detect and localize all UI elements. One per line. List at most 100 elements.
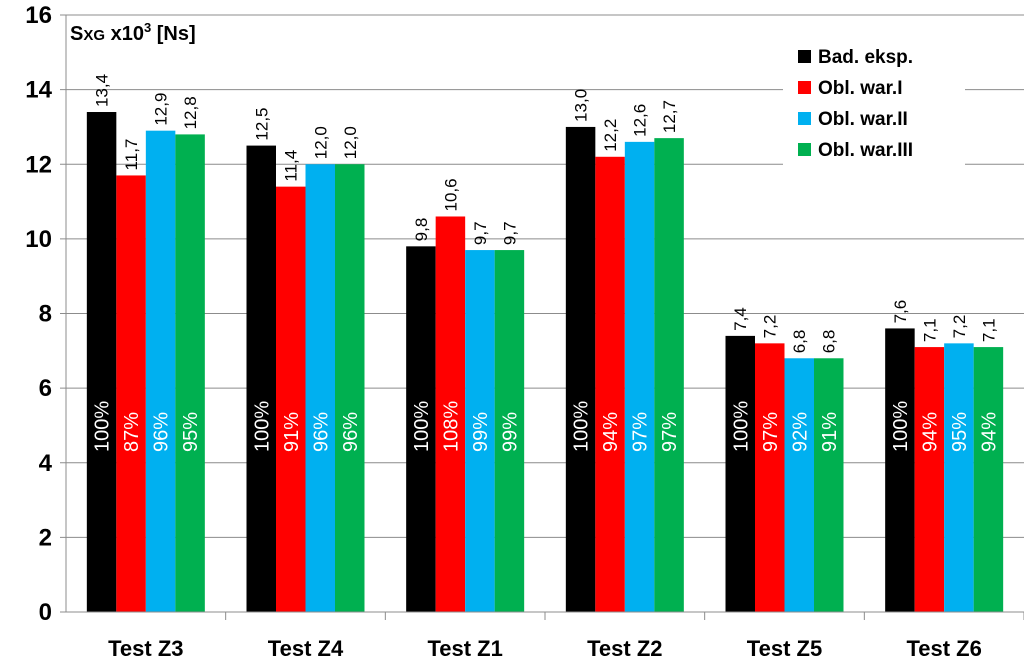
data-label: 9,7	[500, 221, 519, 245]
bar	[175, 134, 205, 612]
data-label: 12,0	[341, 126, 360, 159]
gridlines	[66, 14, 1024, 538]
y-tick-label: 8	[39, 301, 52, 328]
legend-swatch	[798, 50, 811, 63]
percent-label: 97%	[760, 412, 782, 452]
bars	[86, 112, 1004, 613]
data-label: 13,4	[93, 74, 112, 107]
x-category-label: Test Z1	[427, 636, 502, 661]
bar	[116, 175, 146, 612]
data-label: 12,7	[660, 100, 679, 133]
legend-swatch	[798, 112, 811, 125]
bar	[654, 138, 684, 612]
bar	[406, 246, 436, 612]
percent-label: 92%	[789, 412, 811, 452]
y-tick-label: 10	[25, 226, 52, 253]
data-label: 12,6	[631, 104, 650, 137]
labels: 13,4 100% 11,7 87% 12,9 96% 12,8 95% 12,5 100% 11,…	[92, 74, 1001, 452]
y-axis-label: SXG x103 [Ns]	[70, 20, 196, 45]
bar	[973, 347, 1004, 612]
bar	[276, 186, 306, 612]
percent-label: 87%	[121, 412, 143, 452]
data-label: 6,8	[820, 330, 839, 354]
bar	[145, 130, 176, 612]
data-label: 11,4	[282, 150, 301, 182]
data-label: 7,4	[731, 307, 750, 331]
data-label: 7,1	[979, 318, 998, 342]
bar	[335, 164, 365, 612]
percent-label: 91%	[281, 412, 303, 452]
bar	[914, 347, 945, 612]
y-tick-label: 4	[39, 450, 53, 477]
bar	[944, 343, 974, 612]
data-label: 12,8	[181, 96, 200, 129]
percent-label: 95%	[180, 412, 202, 452]
legend-entry: Obl. war.II	[818, 109, 908, 130]
y-tick-label: 14	[25, 77, 52, 104]
legend-entry: Obl. war.III	[818, 140, 913, 161]
y-axis-label-tail: [Ns]	[151, 23, 195, 45]
percent-label: 97%	[659, 412, 681, 452]
y-axis-label-unit: x10	[105, 23, 144, 45]
percent-label: 91%	[819, 412, 841, 452]
percent-label: 100%	[251, 401, 273, 452]
axes: 0 2 4 6 8 10 12 14 16 Test Z3 Test Z4 Test Z1 Test Z…	[25, 2, 1024, 661]
data-label: 11,7	[122, 139, 141, 171]
bar	[595, 156, 625, 612]
percent-label: 100%	[411, 401, 433, 452]
bar	[725, 335, 755, 612]
data-label: 7,2	[761, 315, 780, 339]
x-category-label: Test Z3	[108, 636, 183, 661]
percent-label: 100%	[92, 401, 114, 452]
bar	[814, 358, 844, 612]
data-label: 7,6	[891, 300, 910, 324]
y-axis-label-sup: 3	[144, 20, 151, 35]
legend: Bad. eksp. Obl. war.I Obl. war.II Obl. war.…	[783, 33, 965, 205]
percent-label: 108%	[440, 401, 462, 452]
bar	[784, 358, 814, 612]
x-category-label: Test Z2	[587, 636, 662, 661]
x-category-label: Test Z5	[747, 636, 822, 661]
bar	[305, 164, 335, 612]
percent-label: 94%	[978, 412, 1000, 452]
y-tick-label: 6	[39, 375, 52, 402]
percent-label: 100%	[890, 401, 912, 452]
data-label: 12,2	[601, 119, 620, 152]
legend-entry: Obl. war.I	[818, 78, 902, 99]
legend-swatch	[798, 81, 811, 94]
percent-label: 100%	[730, 401, 752, 452]
bar	[246, 145, 276, 612]
data-label: 10,6	[441, 178, 460, 211]
legend-entry: Bad. eksp.	[818, 47, 913, 68]
data-label: 7,1	[920, 318, 939, 342]
bar	[885, 328, 915, 612]
bar	[435, 216, 466, 613]
y-tick-label: 16	[25, 2, 52, 29]
bar	[624, 141, 655, 613]
percent-label: 94%	[600, 412, 622, 452]
y-axis-label-main: S	[70, 23, 83, 45]
bar	[86, 112, 117, 612]
data-label: 13,0	[572, 89, 591, 122]
percent-label: 99%	[499, 412, 521, 452]
y-tick-label: 0	[39, 599, 52, 626]
data-label: 12,5	[252, 108, 271, 141]
percent-label: 97%	[630, 412, 652, 452]
bar	[565, 126, 596, 612]
data-label: 12,9	[152, 93, 171, 126]
data-label: 6,8	[790, 330, 809, 354]
data-label: 7,2	[950, 315, 969, 339]
bar	[494, 250, 525, 612]
legend-swatch	[798, 143, 811, 156]
percent-label: 100%	[571, 401, 593, 452]
data-label: 9,8	[412, 218, 431, 242]
data-label: 12,0	[311, 126, 330, 159]
percent-label: 96%	[310, 412, 332, 452]
y-tick-label: 12	[25, 151, 52, 178]
percent-label: 96%	[151, 412, 173, 452]
percent-label: 99%	[470, 412, 492, 452]
x-category-label: Test Z6	[906, 636, 981, 661]
y-axis-label-sub: XG	[83, 27, 105, 44]
x-category-label: Test Z4	[268, 636, 344, 661]
